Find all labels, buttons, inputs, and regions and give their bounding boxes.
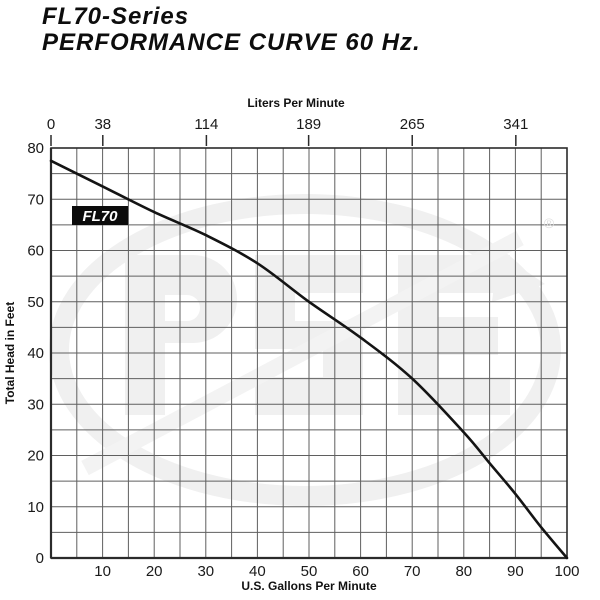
- watermark-registered-mark: ®: [544, 215, 555, 231]
- top-axis-tick-label: 265: [400, 116, 425, 133]
- title-series: FL70-Series: [42, 3, 190, 30]
- x-axis-title: U.S. Gallons Per Minute: [241, 579, 377, 593]
- pump-curve-fl70: [49, 159, 569, 560]
- axis-layer: 0 38 114 189 265 341 Liters Per Minute 80 70 60 50…: [3, 96, 580, 593]
- y-axis-title: Total Head in Feet: [3, 302, 17, 404]
- x-axis-tick-label: 30: [197, 563, 214, 580]
- top-axis-tick-label: 114: [194, 116, 218, 133]
- x-axis-tick-label: 70: [404, 563, 421, 580]
- top-axis-tick-label: 341: [503, 116, 528, 133]
- watermark-logo: [49, 194, 561, 506]
- curve-label-text: FL70: [82, 208, 118, 225]
- curve-label-box: [72, 206, 128, 225]
- x-axis-tick-label: 100: [554, 563, 579, 580]
- x-axis-tick-label: 40: [249, 563, 266, 580]
- x-axis-tick-label: 10: [94, 563, 111, 580]
- y-axis-tick-label: 10: [27, 499, 44, 516]
- x-axis-tick-label: 20: [146, 563, 163, 580]
- curve-layer: FL70 ®: [49, 159, 569, 560]
- y-axis-tick-label: 60: [27, 243, 44, 260]
- x-axis-tick-label: 90: [507, 563, 524, 580]
- chart-header: FL70-Series PERFORMANCE CURVE 60 Hz.: [42, 4, 421, 56]
- y-axis-tick-label: 50: [27, 294, 44, 311]
- y-axis-tick-label: 0: [36, 550, 44, 567]
- grid-layer: [51, 148, 567, 558]
- top-axis-title: Liters Per Minute: [247, 96, 345, 110]
- top-axis-tick-label: 38: [94, 116, 111, 133]
- y-axis-tick-label: 40: [27, 345, 44, 362]
- y-axis-tick-label: 30: [27, 396, 44, 413]
- top-axis-tick-label: 189: [296, 116, 321, 133]
- y-axis-tick-label: 20: [27, 448, 44, 465]
- y-axis-tick-label: 70: [27, 191, 44, 208]
- y-axis-tick-label: 80: [27, 140, 44, 157]
- x-axis-tick-label: 60: [352, 563, 369, 580]
- x-axis-tick-label: 80: [455, 563, 472, 580]
- x-axis-tick-label: 50: [301, 563, 318, 580]
- top-axis-tick-label: 0: [47, 116, 55, 133]
- title-performance-curve: PERFORMANCE CURVE 60 Hz.: [42, 29, 421, 56]
